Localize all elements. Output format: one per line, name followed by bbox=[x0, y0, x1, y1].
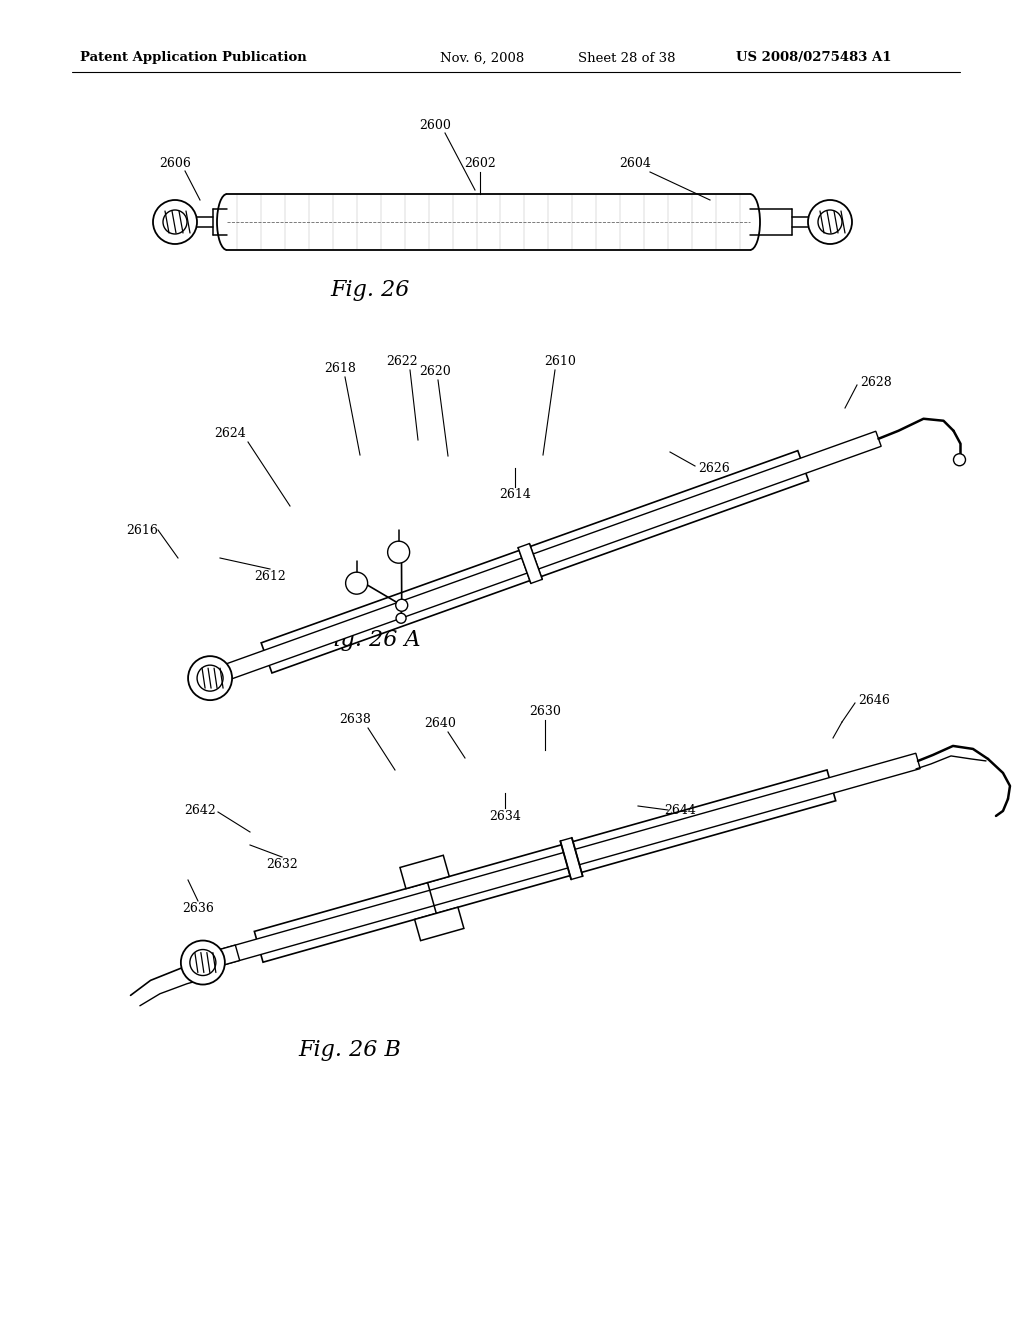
Text: 2638: 2638 bbox=[339, 713, 371, 726]
Polygon shape bbox=[560, 838, 583, 879]
Text: 2612: 2612 bbox=[254, 570, 286, 583]
Text: Nov. 6, 2008: Nov. 6, 2008 bbox=[440, 51, 524, 65]
Text: 2644: 2644 bbox=[664, 804, 696, 817]
Circle shape bbox=[346, 572, 368, 594]
Circle shape bbox=[388, 541, 410, 564]
Circle shape bbox=[197, 665, 223, 692]
Text: 2600: 2600 bbox=[419, 119, 451, 132]
Text: 2626: 2626 bbox=[698, 462, 730, 474]
Text: US 2008/0275483 A1: US 2008/0275483 A1 bbox=[736, 51, 892, 65]
Circle shape bbox=[396, 614, 407, 623]
Text: 2614: 2614 bbox=[499, 488, 530, 502]
Text: 2618: 2618 bbox=[324, 362, 356, 375]
Polygon shape bbox=[415, 907, 464, 941]
Text: 2642: 2642 bbox=[184, 804, 216, 817]
Text: Patent Application Publication: Patent Application Publication bbox=[80, 51, 307, 65]
Polygon shape bbox=[400, 855, 450, 888]
Text: 2606: 2606 bbox=[159, 157, 190, 170]
Text: 2640: 2640 bbox=[424, 717, 456, 730]
Text: 2604: 2604 bbox=[620, 157, 651, 170]
Text: 2620: 2620 bbox=[419, 366, 451, 378]
Circle shape bbox=[395, 599, 408, 611]
Text: 2622: 2622 bbox=[386, 355, 418, 368]
Text: Fig. 26 B: Fig. 26 B bbox=[299, 1039, 401, 1061]
Text: 2632: 2632 bbox=[266, 858, 298, 871]
Text: Fig. 26: Fig. 26 bbox=[331, 279, 410, 301]
Text: 2602: 2602 bbox=[464, 157, 496, 170]
Text: 2610: 2610 bbox=[544, 355, 575, 368]
Polygon shape bbox=[209, 945, 240, 968]
Text: Sheet 28 of 38: Sheet 28 of 38 bbox=[578, 51, 676, 65]
Text: 2636: 2636 bbox=[182, 902, 214, 915]
Circle shape bbox=[189, 949, 216, 975]
Text: 2630: 2630 bbox=[529, 705, 561, 718]
Circle shape bbox=[808, 201, 852, 244]
Circle shape bbox=[163, 210, 187, 234]
Circle shape bbox=[181, 941, 225, 985]
Polygon shape bbox=[208, 432, 882, 685]
Text: 2634: 2634 bbox=[489, 810, 521, 822]
Text: 2628: 2628 bbox=[860, 375, 892, 388]
Polygon shape bbox=[254, 770, 836, 962]
Polygon shape bbox=[209, 754, 921, 968]
Circle shape bbox=[953, 454, 966, 466]
Circle shape bbox=[818, 210, 842, 234]
Text: Fig. 26 A: Fig. 26 A bbox=[318, 630, 421, 651]
Circle shape bbox=[188, 656, 232, 700]
Polygon shape bbox=[518, 544, 543, 583]
Polygon shape bbox=[261, 450, 809, 673]
Circle shape bbox=[153, 201, 197, 244]
Text: 2616: 2616 bbox=[126, 524, 158, 536]
Text: 2624: 2624 bbox=[214, 426, 246, 440]
Text: 2646: 2646 bbox=[858, 693, 890, 706]
